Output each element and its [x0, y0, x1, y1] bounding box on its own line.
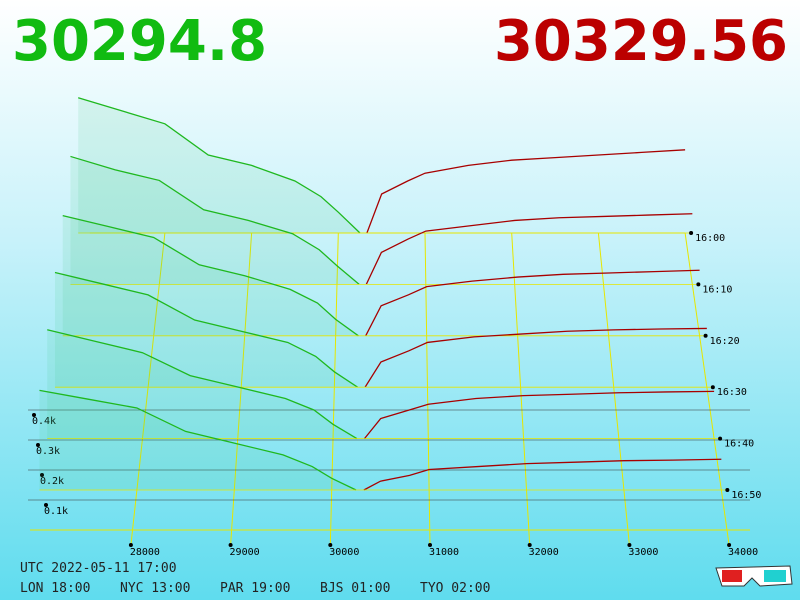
grid-line	[130, 232, 166, 546]
tick-dot	[689, 231, 694, 235]
y-tick-label: 0.2k	[40, 476, 64, 487]
clock-label: NYC 13:00	[120, 581, 190, 596]
grid-line	[329, 232, 339, 546]
time-label: 16:40	[724, 439, 754, 450]
x-tick-label: 33000	[628, 547, 658, 558]
last-bid: 30294.8	[12, 9, 267, 74]
tick-dot	[696, 282, 701, 287]
tick-dot	[527, 543, 532, 547]
tick-dot	[328, 543, 333, 547]
clock-label: TYO 02:00	[420, 581, 490, 596]
grid-line	[230, 232, 253, 546]
bid-line	[39, 389, 357, 491]
grid-line	[424, 232, 431, 546]
ask-line	[363, 390, 715, 440]
grid-line	[597, 232, 630, 546]
bid-area	[54, 272, 358, 388]
tick-dot	[710, 385, 715, 390]
bid-line	[54, 271, 358, 388]
bid-line	[47, 329, 358, 440]
ask-line	[363, 458, 722, 491]
bid-area	[47, 329, 357, 439]
ask-line	[365, 213, 693, 285]
bid-area	[39, 390, 357, 490]
x-tick-label: 28000	[130, 547, 160, 558]
timestamp: UTC 2022-05-11 17:00	[20, 561, 177, 576]
slice: 16:40	[47, 329, 754, 450]
bid-line	[62, 214, 359, 337]
x-tick-label: 31000	[429, 547, 459, 558]
time-label: 16:30	[717, 387, 747, 398]
tick-dot	[128, 543, 133, 547]
bid-area	[78, 97, 360, 233]
x-tick-label: 32000	[529, 547, 559, 558]
ask-line	[365, 269, 700, 337]
slice: 16:50	[39, 389, 761, 501]
ask-line	[366, 149, 686, 234]
tick-dot	[40, 473, 44, 477]
tick-dot	[228, 543, 233, 547]
time-label: 16:00	[695, 233, 725, 244]
y-tick-label: 0.3k	[36, 446, 60, 457]
x-tick-label: 34000	[728, 547, 758, 558]
slice: 16:00	[78, 97, 725, 244]
time-label: 16:50	[731, 490, 761, 501]
tick-dot	[725, 488, 730, 492]
last-ask: 30329.56	[494, 9, 788, 74]
x-tick-label: 29000	[230, 547, 260, 558]
tick-dot	[428, 543, 432, 547]
slice: 16:10	[70, 155, 732, 295]
bid-line	[78, 97, 361, 234]
tick-dot	[32, 413, 36, 417]
bid-area	[70, 156, 360, 285]
glasses-icon	[715, 565, 793, 587]
x-tick-label: 30000	[329, 547, 359, 558]
bid-line	[70, 155, 360, 285]
grid-line	[511, 232, 531, 546]
y-tick-label: 0.1k	[44, 506, 68, 517]
clock-label: LON 18:00	[20, 581, 90, 596]
time-label: 16:20	[710, 336, 740, 347]
grid-line	[684, 232, 730, 546]
tick-dot	[703, 333, 708, 338]
clock-label: PAR 19:00	[220, 581, 290, 596]
ask-line	[364, 327, 707, 388]
tick-dot	[627, 543, 632, 547]
bid-area	[62, 215, 359, 336]
tick-dot	[727, 543, 732, 547]
tick-dot	[36, 443, 40, 447]
tick-dot	[44, 503, 48, 507]
clock-label: BJS 01:00	[320, 581, 390, 596]
slice: 16:20	[62, 214, 740, 347]
y-tick-label: 0.4k	[32, 416, 56, 427]
time-label: 16:10	[702, 284, 732, 295]
slice: 16:30	[54, 271, 747, 398]
tick-dot	[718, 436, 723, 441]
